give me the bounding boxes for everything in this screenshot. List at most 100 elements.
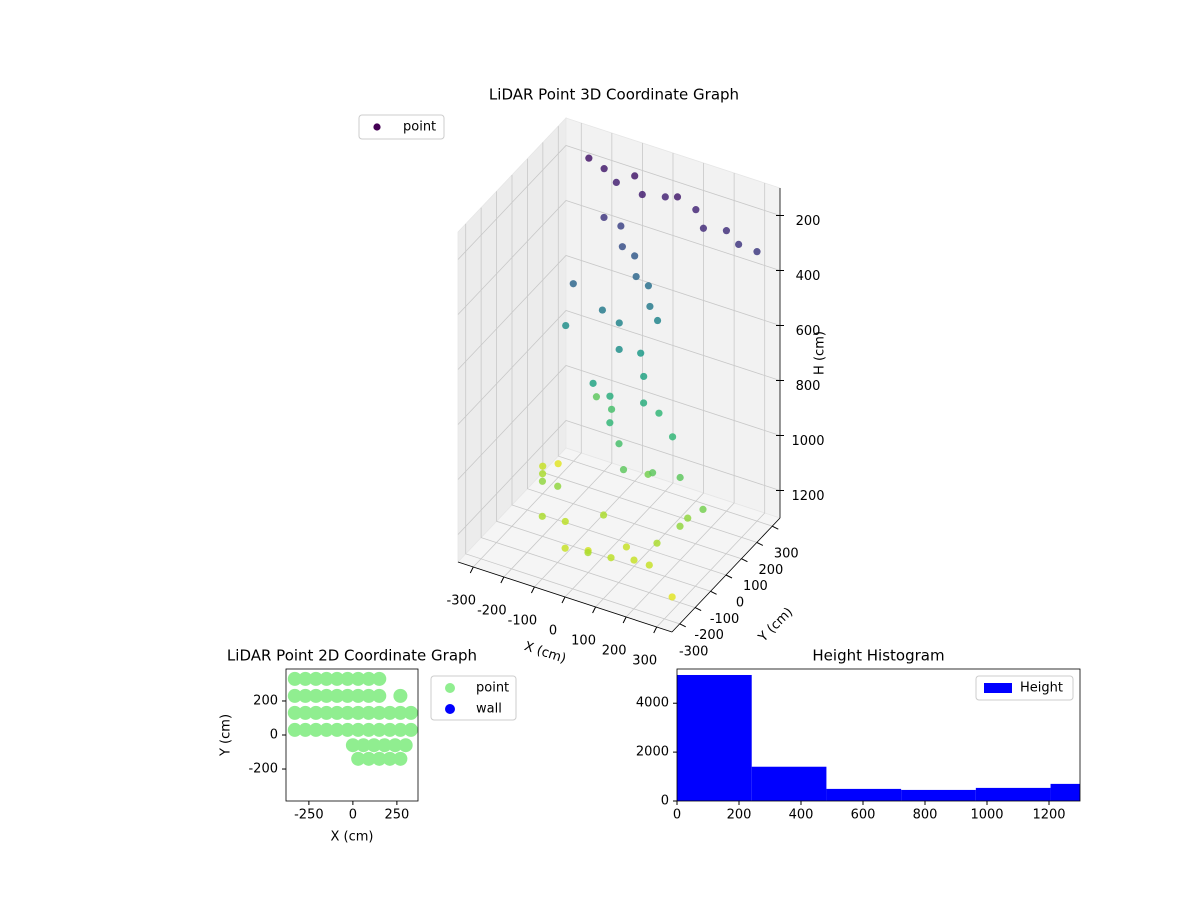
grid-line	[457, 255, 781, 370]
x-tick-label: 1200	[1032, 808, 1065, 823]
x-tick-label: 0	[349, 808, 357, 823]
z-tick-label: 1200	[791, 489, 824, 504]
legend-marker	[373, 123, 381, 131]
point	[653, 316, 662, 325]
y-tick-label: 200	[758, 563, 783, 578]
y-tick	[679, 623, 686, 628]
z-tick-label: 400	[796, 269, 821, 284]
point	[393, 705, 408, 720]
point	[538, 512, 546, 520]
y-axis-label: Y (cm)	[219, 714, 234, 757]
plot-area	[677, 674, 1080, 801]
point	[592, 393, 601, 401]
point	[287, 722, 302, 737]
x-tick-label: 0	[673, 808, 681, 823]
point	[319, 688, 334, 703]
legend-marker	[984, 683, 1012, 693]
point	[676, 522, 684, 530]
point	[645, 561, 653, 569]
point	[539, 462, 547, 470]
x-tick	[622, 616, 627, 624]
legend-marker	[445, 683, 455, 693]
y-axis-label: Y (cm)	[755, 605, 796, 646]
point	[684, 514, 692, 522]
point	[319, 671, 334, 686]
point	[382, 722, 397, 737]
x-tick-label: 600	[851, 808, 876, 823]
point	[699, 224, 708, 232]
bar	[751, 766, 827, 801]
y-tick	[710, 590, 717, 595]
point	[308, 671, 323, 686]
point	[615, 345, 623, 354]
point	[351, 722, 366, 737]
bar	[975, 787, 1051, 801]
point	[351, 688, 366, 703]
x-tick	[530, 586, 535, 594]
point	[361, 705, 376, 720]
x-tick	[653, 626, 658, 634]
point	[398, 738, 413, 753]
x-tick-label: -300	[447, 594, 477, 609]
point	[617, 222, 625, 230]
legend-marker	[445, 704, 455, 714]
y-tick-label: 0	[736, 596, 744, 611]
bar	[826, 788, 902, 801]
point	[372, 722, 387, 737]
point	[382, 751, 397, 766]
point	[340, 722, 355, 737]
y-tick-label: -200	[694, 628, 724, 643]
point	[612, 178, 620, 186]
point	[554, 460, 562, 468]
z-tick-label: 800	[796, 379, 821, 394]
point	[308, 688, 323, 703]
y-tick	[772, 525, 779, 530]
y-tick-label: 2000	[636, 745, 669, 760]
point	[393, 751, 408, 766]
legend-label: wall	[476, 702, 502, 717]
grid-line	[595, 163, 704, 608]
point	[319, 705, 334, 720]
x-axis-label: X (cm)	[331, 830, 374, 845]
y-tick	[741, 558, 748, 563]
grid-line	[457, 365, 781, 480]
y-tick-label: -100	[710, 612, 740, 627]
point	[655, 409, 663, 417]
point	[649, 469, 657, 477]
point	[308, 705, 323, 720]
z-tick-label: 200	[796, 214, 821, 229]
point	[699, 505, 707, 513]
legend-label: point	[403, 120, 436, 135]
point	[372, 705, 387, 720]
grid-line	[457, 145, 781, 260]
point	[661, 193, 669, 201]
y-tick-label: -300	[679, 644, 709, 659]
chart-title: LiDAR Point 3D Coordinate Graph	[489, 86, 739, 104]
grid-line	[496, 191, 711, 592]
point	[653, 539, 661, 547]
x-tick	[592, 606, 597, 614]
x-tick-label: 300	[632, 654, 657, 669]
point	[403, 722, 418, 737]
legend-box	[358, 114, 445, 140]
x-axis-label: X (cm)	[522, 639, 568, 667]
point	[351, 705, 366, 720]
y-tick-label: 0	[270, 728, 278, 743]
point	[584, 549, 592, 557]
point	[598, 306, 607, 314]
point	[599, 511, 608, 519]
point	[308, 722, 323, 737]
grid-line	[534, 143, 643, 588]
point	[361, 751, 376, 766]
point	[393, 688, 408, 703]
y-tick-label: 300	[774, 547, 799, 562]
x-tick-label: 250	[384, 808, 409, 823]
x-tick	[561, 596, 566, 604]
point	[330, 688, 345, 703]
point	[554, 482, 562, 490]
point	[356, 738, 371, 753]
chart-title: Height Histogram	[812, 647, 944, 665]
point	[607, 405, 616, 413]
point	[340, 688, 355, 703]
x-tick-label: 800	[913, 808, 938, 823]
